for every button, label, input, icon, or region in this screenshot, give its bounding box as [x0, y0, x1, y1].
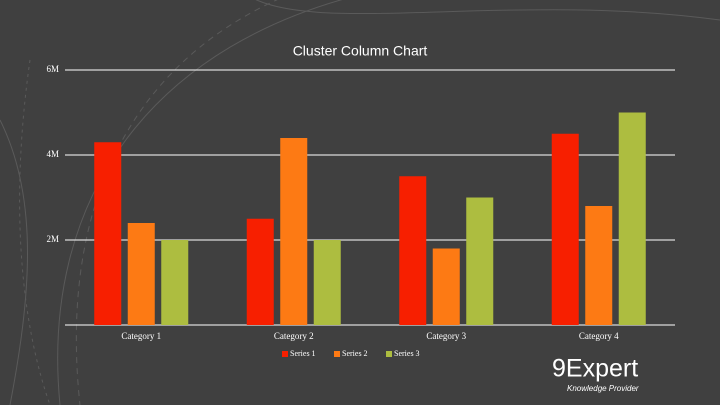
bar: [551, 133, 579, 325]
bar: [127, 223, 155, 325]
x-tick-label: Category 4: [579, 331, 619, 341]
bar: [399, 176, 427, 325]
bar: [280, 138, 308, 325]
legend-label: Series 1: [290, 349, 316, 358]
chart-title: Cluster Column Chart: [293, 43, 428, 59]
logo-name: 9Expert: [552, 355, 638, 383]
x-tick-label: Category 1: [121, 331, 161, 341]
bar: [618, 112, 646, 325]
y-tick-label: 6M: [46, 64, 59, 74]
logo-tagline: Knowledge Provider: [567, 384, 639, 393]
bar: [161, 240, 189, 325]
y-tick-label: 2M: [46, 234, 59, 244]
bar: [585, 206, 613, 325]
legend-swatch: [386, 351, 392, 357]
bar: [94, 142, 122, 325]
x-tick-label: Category 3: [426, 331, 466, 341]
bar: [313, 240, 341, 325]
bar: [246, 218, 274, 325]
bar: [432, 248, 460, 325]
legend-label: Series 3: [394, 349, 420, 358]
y-tick-label: 4M: [46, 149, 59, 159]
legend-swatch: [282, 351, 288, 357]
legend-swatch: [334, 351, 340, 357]
x-tick-label: Category 2: [274, 331, 314, 341]
legend-label: Series 2: [342, 349, 368, 358]
logo: 9Expert Knowledge Provider: [552, 355, 639, 394]
bar: [466, 197, 494, 325]
